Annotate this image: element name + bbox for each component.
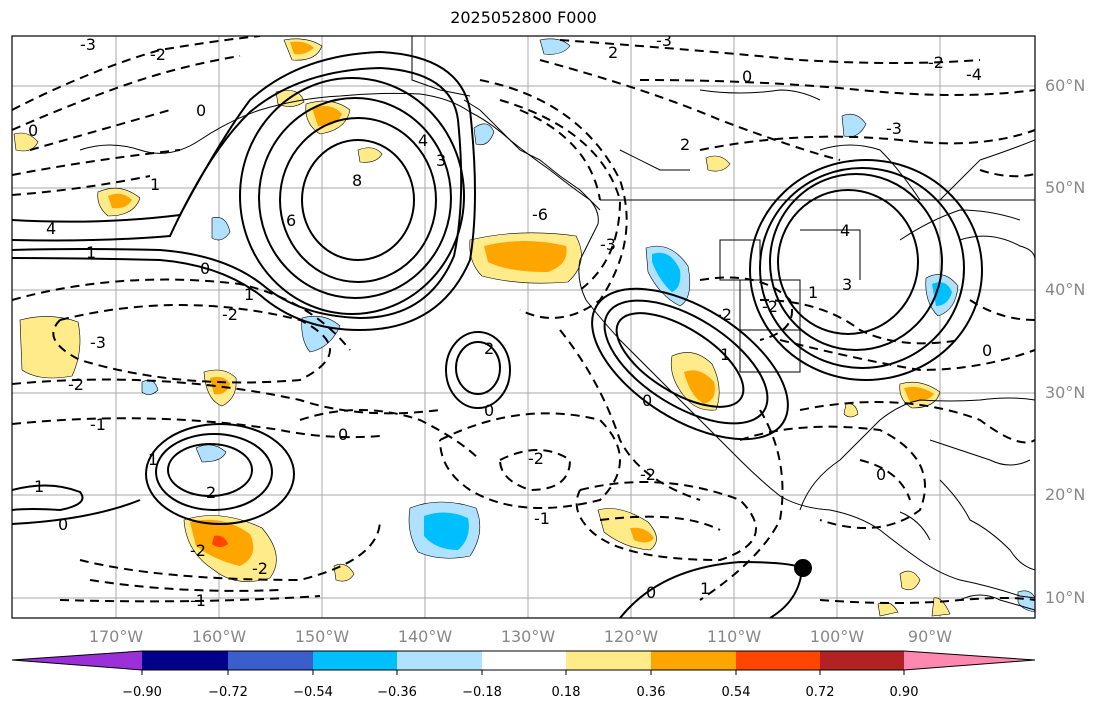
- lon-label: 110°W: [706, 627, 762, 646]
- contour-label: 1: [808, 283, 818, 302]
- contour-label: -3: [90, 333, 106, 352]
- contour-label: -6: [532, 205, 548, 224]
- contour-label: -2: [252, 559, 268, 578]
- contour-label: 2: [608, 43, 618, 62]
- contour-label: 2: [484, 339, 494, 358]
- colorbar-segment: [397, 651, 482, 670]
- contour-label: 2: [680, 135, 690, 154]
- contour-label: 0: [338, 425, 348, 444]
- colorbar-tick-label: −0.18: [462, 685, 502, 700]
- contour-label: 0: [982, 341, 992, 360]
- contour-label: 6: [286, 211, 296, 230]
- contour-label: -2: [762, 297, 778, 316]
- contour-label: 2: [206, 483, 216, 502]
- contour-label: 0: [876, 465, 886, 484]
- contour-label: 8: [352, 171, 362, 190]
- dashed-contours: [12, 36, 1035, 604]
- contour-label: -3: [886, 119, 902, 138]
- contour-label: 1: [700, 579, 710, 598]
- shaded-fields: [13, 38, 1035, 617]
- colorbar-tick-label: 0.54: [721, 685, 751, 700]
- contour-label: 1: [86, 243, 96, 262]
- contour-label: -3: [656, 31, 672, 50]
- lon-label: 120°W: [603, 627, 659, 646]
- colorbar-tick-label: −0.54: [293, 685, 333, 700]
- lat-label: 30°N: [1045, 383, 1086, 402]
- contour-label: -3: [80, 35, 96, 54]
- colorbar-tick-label: 0.18: [551, 685, 581, 700]
- contour-label: 1: [148, 450, 158, 469]
- colorbar-segment: [142, 651, 228, 670]
- solid-contours: [12, 50, 983, 618]
- lon-label: 130°W: [500, 627, 556, 646]
- lat-label: 20°N: [1045, 485, 1086, 504]
- contour-label: 3: [436, 151, 446, 170]
- contour-label: 3: [842, 275, 852, 294]
- colorbar-segment: [228, 651, 313, 670]
- contour-label: -3: [600, 235, 616, 254]
- colorbar-tick-label: −0.90: [122, 685, 162, 700]
- contour-label: -2: [68, 375, 84, 394]
- contour-label: -2: [928, 53, 944, 72]
- coastlines: [79, 36, 1035, 611]
- colorbar-tick-label: 0.36: [636, 685, 666, 700]
- colorbar-extend-high: [904, 651, 1035, 670]
- lon-label: 140°W: [397, 627, 453, 646]
- colorbar-tick-label: −0.36: [377, 685, 417, 700]
- plot-frame: [11, 35, 1036, 619]
- colorbar-tick-label: 0.90: [889, 685, 919, 700]
- lon-label: 150°W: [294, 627, 350, 646]
- contour-label: -2: [640, 465, 656, 484]
- colorbar-segment: [566, 651, 651, 670]
- colorbar-segment: [482, 651, 566, 670]
- contour-label: 0: [196, 101, 206, 120]
- contour-label: 0: [200, 259, 210, 278]
- contour-label: -2: [222, 305, 238, 324]
- lat-label: 10°N: [1045, 588, 1086, 607]
- colorbar-segment: [651, 651, 736, 670]
- contour-label: 4: [418, 131, 428, 150]
- contour-label: -1: [534, 509, 550, 528]
- contour-label: 1: [720, 345, 730, 364]
- colorbar-extend-low: [12, 651, 142, 670]
- contour-label: 0: [642, 391, 652, 410]
- contour-label: -2: [150, 45, 166, 64]
- contour-label: -2: [528, 449, 544, 468]
- contour-label: 1: [244, 285, 254, 304]
- map-title: 2025052800 F000: [450, 8, 597, 27]
- lat-label: 60°N: [1045, 76, 1086, 95]
- contour-label: 0: [58, 515, 68, 534]
- lat-label: 50°N: [1045, 178, 1086, 197]
- contour-labels: 6 8 4 3 4 1 0 -3 -2 -1 0 0 1 -2 -2 -1 2 …: [28, 31, 992, 610]
- lon-label: 170°W: [88, 627, 144, 646]
- contour-label: -2: [716, 305, 732, 324]
- colorbar-segment: [820, 651, 904, 670]
- colorbar-segment: [313, 651, 397, 670]
- contour-label: 4: [840, 221, 850, 240]
- contour-label: 0: [28, 121, 38, 140]
- colorbar: [11, 650, 1036, 675]
- contour-label: 1: [34, 477, 44, 496]
- contour-label: -1: [190, 591, 206, 610]
- contour-label: 4: [46, 219, 56, 238]
- lon-label: 100°W: [809, 627, 865, 646]
- contour-label: 1: [150, 175, 160, 194]
- contour-label: 0: [646, 583, 656, 602]
- contour-label: 0: [742, 67, 752, 86]
- lon-label: 90°W: [907, 627, 953, 646]
- contour-label: -4: [966, 65, 982, 84]
- contour-label: -2: [190, 541, 206, 560]
- colorbar-tick-label: 0.72: [805, 685, 835, 700]
- contour-label: 0: [484, 401, 494, 420]
- colorbar-segment: [736, 651, 820, 670]
- station-dot-marker: [794, 559, 812, 577]
- contour-label: -1: [90, 415, 106, 434]
- colorbar-tick-label: −0.72: [208, 685, 248, 700]
- lon-label: 160°W: [191, 627, 247, 646]
- lat-label: 40°N: [1045, 280, 1086, 299]
